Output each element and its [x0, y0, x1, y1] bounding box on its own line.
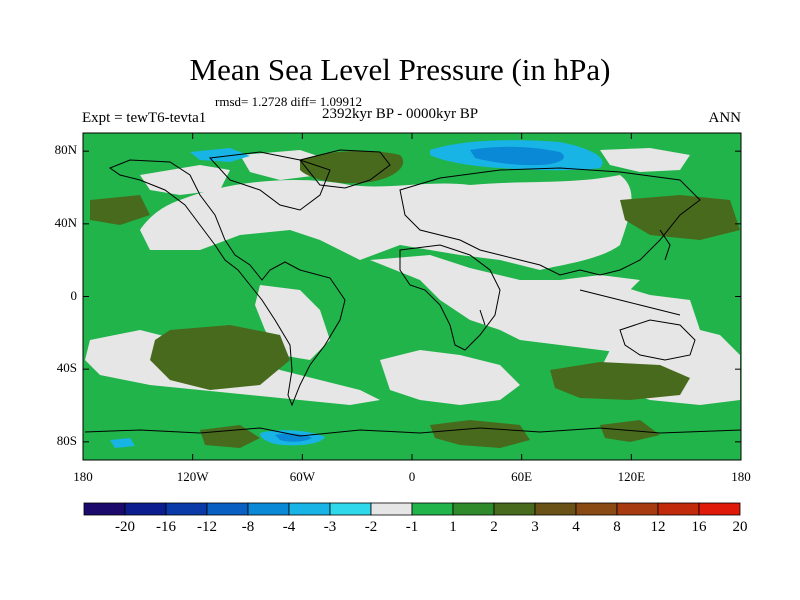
lon-tick-label: 180 — [73, 469, 93, 484]
lon-tick-label: 0 — [408, 469, 416, 484]
lat-tick-label: 40S — [56, 360, 77, 376]
lon-tick-label: 180 — [731, 469, 751, 484]
colorbar-swatch — [616, 502, 659, 516]
colorbar-swatch — [165, 502, 208, 516]
lat-tick-label: 80N — [54, 142, 77, 158]
period-label: 2392kyr BP - 0000kyr BP — [322, 106, 479, 122]
colorbar-swatch — [370, 502, 413, 516]
colorbar-swatch — [329, 502, 372, 516]
colorbar-swatch — [83, 502, 126, 516]
colorbar-label: -4 — [282, 519, 296, 535]
lon-tick-label: 60W — [289, 469, 315, 484]
experiment-label: Expt = tewT6-tevta1 — [82, 110, 207, 126]
anomaly-field — [83, 133, 741, 460]
colorbar-label: -8 — [241, 519, 255, 535]
map-title: Mean Sea Level Pressure (in hPa) — [189, 52, 611, 87]
colorbar-label: 1 — [449, 519, 457, 535]
map-ticks — [82, 133, 742, 460]
colorbar-label: 8 — [613, 519, 621, 535]
strong-positive-regions — [90, 150, 740, 448]
colorbar-label: 12 — [650, 519, 666, 535]
lat-tick-label: 80S — [56, 432, 77, 448]
rmsd-diff-stats: rmsd= 1.2728 diff= 1.09912 — [215, 94, 362, 109]
colorbar-label: -16 — [156, 519, 176, 535]
colorbar-label: 2 — [490, 519, 498, 535]
colorbar-label: -3 — [323, 519, 337, 535]
colorbar-swatch — [493, 502, 536, 516]
colorbar-swatch — [288, 502, 331, 516]
colorbar-label: 3 — [531, 519, 539, 535]
colorbar-label: -1 — [405, 519, 419, 535]
colorbar-label: 20 — [732, 519, 748, 535]
colorbar-label: -20 — [115, 519, 135, 535]
colorbar-swatch — [124, 502, 167, 516]
lon-tick-label: 120E — [617, 469, 646, 484]
lon-tick-label: 120W — [176, 469, 209, 484]
lon-tick-label: 60E — [511, 469, 533, 484]
colorbar-swatch — [247, 502, 290, 516]
lat-tick-label: 40N — [54, 214, 77, 230]
colorbar-swatch — [657, 502, 700, 516]
colorbar-label: 16 — [691, 519, 707, 535]
season-label: ANN — [708, 110, 742, 126]
colorbar-swatch — [534, 502, 577, 516]
colorbar-swatch — [206, 502, 249, 516]
colorbar-swatch — [575, 502, 618, 516]
colorbar-swatch — [452, 502, 495, 516]
colorbar-swatch — [411, 502, 454, 516]
colorbar-label: -2 — [364, 519, 378, 535]
coastlines — [84, 149, 741, 437]
neutral-regions — [85, 148, 740, 405]
lat-tick-label: 0 — [70, 287, 78, 303]
colorbar-label: -12 — [197, 519, 217, 535]
colorbar — [83, 502, 741, 516]
colorbar-swatch — [698, 502, 741, 516]
colorbar-label: 4 — [572, 519, 580, 535]
